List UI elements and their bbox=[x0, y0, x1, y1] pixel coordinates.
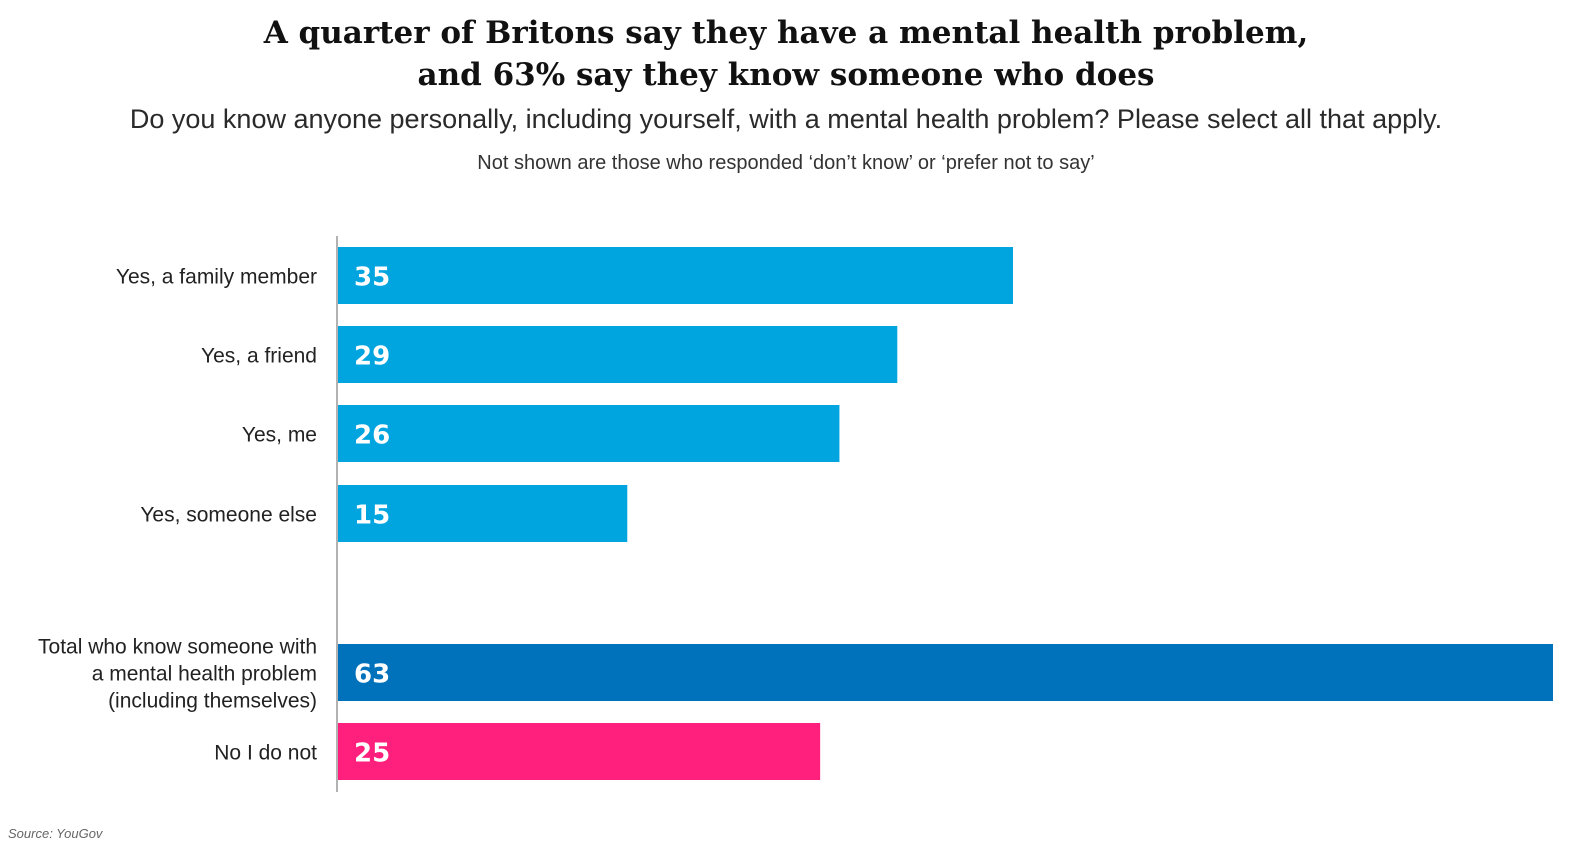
bar-value-label: 29 bbox=[354, 342, 390, 372]
category-label-line: Yes, a friend bbox=[201, 345, 317, 368]
bar bbox=[338, 405, 840, 462]
category-label: Total who know someone with a mental heal… bbox=[38, 636, 317, 713]
category-label: No I do not bbox=[214, 742, 317, 765]
chart-title-line-2: and 63% say they know someone who does bbox=[417, 57, 1155, 93]
bar-value-label: 25 bbox=[354, 739, 390, 769]
source-note: Source: YouGov bbox=[8, 826, 103, 841]
bar bbox=[338, 326, 898, 383]
category-label-line: No I do not bbox=[214, 742, 317, 765]
category-label: Yes, me bbox=[242, 424, 317, 447]
category-label-line: Yes, a family member bbox=[116, 266, 317, 289]
bar bbox=[338, 644, 1553, 701]
category-label-line: Total who know someone with bbox=[38, 636, 317, 659]
category-label-line: Yes, someone else bbox=[140, 504, 317, 527]
chart-subtitle: Do you know anyone personally, including… bbox=[129, 104, 1443, 134]
bar-value-label: 63 bbox=[354, 660, 390, 690]
category-label-line: (including themselves) bbox=[108, 690, 317, 713]
bar bbox=[338, 247, 1013, 304]
category-label: Yes, someone else bbox=[140, 504, 317, 527]
category-label-line: a mental health problem bbox=[92, 663, 317, 686]
category-label: Yes, a friend bbox=[201, 345, 317, 368]
bar-value-label: 15 bbox=[354, 501, 390, 531]
chart-note: Not shown are those who responded ‘don’t… bbox=[477, 152, 1095, 174]
category-label-line: Yes, me bbox=[242, 424, 317, 447]
bar bbox=[338, 485, 628, 542]
bar bbox=[338, 723, 821, 780]
bar-value-label: 35 bbox=[354, 263, 390, 293]
category-label: Yes, a family member bbox=[116, 266, 317, 289]
bar-value-label: 26 bbox=[354, 421, 390, 451]
chart-title-line-1: A quarter of Britons say they have a men… bbox=[263, 15, 1309, 51]
